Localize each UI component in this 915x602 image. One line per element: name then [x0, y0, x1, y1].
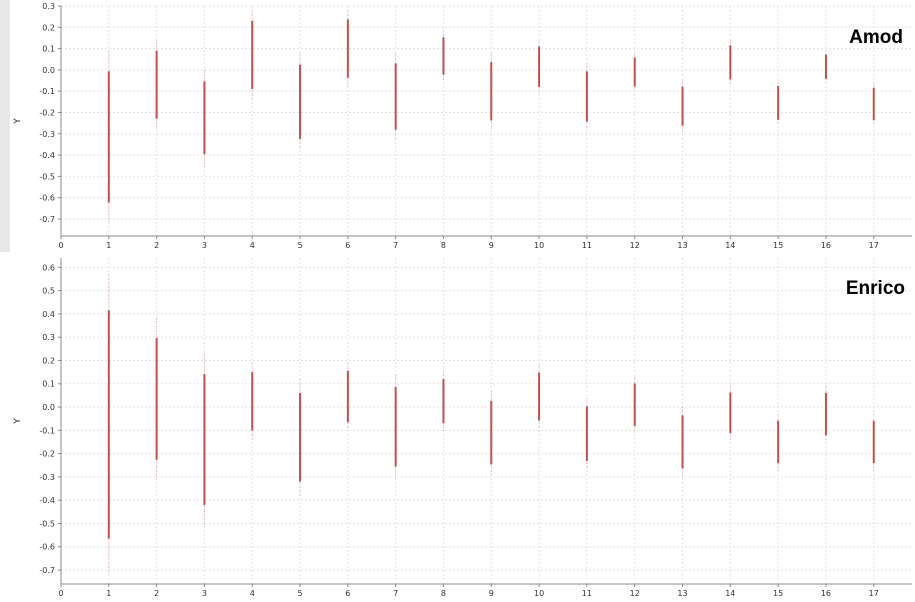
y-tick-label: -0.3 — [39, 473, 55, 482]
x-tick-label: 0 — [58, 241, 63, 250]
y-axis-label: Y — [13, 418, 23, 425]
x-tick-label: 9 — [489, 241, 494, 250]
x-tick-label: 11 — [582, 241, 592, 250]
x-tick-label: 10 — [534, 241, 544, 250]
x-tick-label: 2 — [154, 241, 159, 250]
y-tick-label: 0.1 — [42, 380, 55, 389]
y-tick-label: -0.6 — [39, 194, 55, 203]
y-tick-label: -0.1 — [39, 87, 55, 96]
x-tick-label: 5 — [297, 589, 302, 598]
y-tick-label: -0.7 — [39, 566, 55, 575]
x-tick-label: 12 — [630, 589, 640, 598]
x-tick-label: 10 — [534, 589, 544, 598]
y-tick-label: -0.5 — [39, 519, 55, 528]
y-tick-label: -0.2 — [39, 450, 55, 459]
y-tick-label: 0.6 — [42, 263, 55, 272]
y-tick-label: 0.4 — [42, 310, 55, 319]
x-tick-label: 12 — [630, 241, 640, 250]
y-tick-label: 0.2 — [42, 23, 55, 32]
x-tick-label: 1 — [106, 241, 111, 250]
y-axis-label: Y — [13, 118, 23, 125]
y-tick-label: -0.4 — [39, 496, 55, 505]
panel-title-amod: Amod — [849, 27, 903, 48]
panel-title-enrico: Enrico — [846, 278, 905, 299]
x-tick-label: 15 — [773, 589, 783, 598]
x-tick-label: 6 — [345, 241, 350, 250]
y-tick-label: -0.6 — [39, 543, 55, 552]
y-tick-label: 0.0 — [42, 66, 55, 75]
y-tick-label: 0.3 — [42, 2, 55, 11]
x-tick-label: 11 — [582, 589, 592, 598]
y-tick-label: 0.1 — [42, 45, 55, 54]
x-tick-label: 9 — [489, 589, 494, 598]
y-tick-label: -0.7 — [39, 215, 55, 224]
y-tick-label: 0.5 — [42, 287, 55, 296]
x-tick-label: 2 — [154, 589, 159, 598]
y-tick-label: 0.0 — [42, 403, 55, 412]
scatter-chart-enrico: 0.6 0.5 0.4 0.3 0.2 0.1 0.0 -0.1 -0.2 -0.3 -0.4 -0.… — [0, 252, 915, 602]
chart-panel-amod: 0.3 0.2 0.1 0.0 -0.1 -0.2 -0.3 -0.4 -0.5 -0.6 -0.7… — [0, 0, 915, 252]
chart-panel-enrico: 0.6 0.5 0.4 0.3 0.2 0.1 0.0 -0.1 -0.2 -0.3 -0.4 -0.… — [0, 252, 915, 602]
x-tick-label: 17 — [869, 589, 879, 598]
x-tick-label: 1 — [106, 589, 111, 598]
y-tick-label: -0.1 — [39, 426, 55, 435]
x-tick-label: 3 — [202, 589, 207, 598]
x-tick-label: 13 — [677, 241, 687, 250]
scatter-chart-amod: 0.3 0.2 0.1 0.0 -0.1 -0.2 -0.3 -0.4 -0.5 -0.6 -0.7… — [0, 0, 915, 252]
x-tick-label: 7 — [393, 589, 398, 598]
y-tick-label: -0.5 — [39, 172, 55, 181]
y-tick-label: -0.2 — [39, 108, 55, 117]
x-tick-label: 7 — [393, 241, 398, 250]
x-tick-label: 15 — [773, 241, 783, 250]
x-tick-label: 0 — [58, 589, 63, 598]
x-tick-label: 5 — [297, 241, 302, 250]
x-tick-label: 6 — [345, 589, 350, 598]
x-tick-label: 16 — [821, 589, 831, 598]
x-tick-label: 14 — [725, 241, 735, 250]
y-tick-label: 0.2 — [42, 356, 55, 365]
x-tick-label: 8 — [441, 589, 446, 598]
x-tick-label: 16 — [821, 241, 831, 250]
y-tick-label: 0.3 — [42, 333, 55, 342]
x-tick-label: 14 — [725, 589, 735, 598]
y-tick-label: -0.4 — [39, 151, 55, 160]
x-tick-label: 3 — [202, 241, 207, 250]
x-tick-label: 4 — [250, 241, 255, 250]
x-tick-label: 13 — [677, 589, 687, 598]
panel-edge-shade — [0, 0, 10, 252]
x-tick-label: 8 — [441, 241, 446, 250]
x-tick-label: 17 — [869, 241, 879, 250]
x-tick-label: 4 — [250, 589, 255, 598]
y-tick-label: -0.3 — [39, 130, 55, 139]
